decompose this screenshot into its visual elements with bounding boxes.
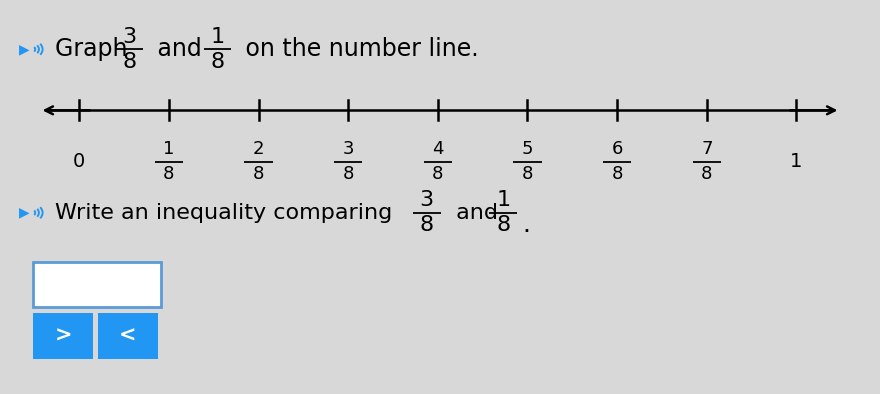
Text: on the number line.: on the number line. <box>238 37 479 61</box>
Text: 1: 1 <box>790 152 803 171</box>
Text: 8: 8 <box>210 52 224 72</box>
Text: 3: 3 <box>420 190 434 210</box>
Text: 4: 4 <box>432 140 444 158</box>
Text: 1: 1 <box>496 190 510 210</box>
Text: and: and <box>150 37 209 61</box>
Text: 8: 8 <box>432 165 444 183</box>
Text: 8: 8 <box>522 165 533 183</box>
Text: 8: 8 <box>701 165 713 183</box>
Text: <: < <box>119 326 136 346</box>
Text: 2: 2 <box>253 140 264 158</box>
Text: 3: 3 <box>122 27 136 46</box>
Text: 8: 8 <box>420 216 434 235</box>
Text: ▶: ▶ <box>19 206 30 220</box>
Text: 1: 1 <box>210 27 224 46</box>
FancyBboxPatch shape <box>33 313 93 359</box>
Text: 7: 7 <box>701 140 713 158</box>
Text: 5: 5 <box>522 140 533 158</box>
Text: 1: 1 <box>163 140 174 158</box>
Text: 8: 8 <box>253 165 264 183</box>
Text: 8: 8 <box>122 52 136 72</box>
Text: >: > <box>55 326 72 346</box>
Text: 8: 8 <box>342 165 354 183</box>
Text: 0: 0 <box>73 152 85 171</box>
Text: and: and <box>449 203 505 223</box>
Text: Graph: Graph <box>55 37 135 61</box>
Text: 8: 8 <box>163 165 174 183</box>
Text: ▶: ▶ <box>19 42 30 56</box>
Text: 3: 3 <box>342 140 354 158</box>
Text: 8: 8 <box>612 165 623 183</box>
FancyBboxPatch shape <box>98 313 158 359</box>
Text: Write an inequality comparing: Write an inequality comparing <box>55 203 399 223</box>
Text: 6: 6 <box>612 140 623 158</box>
Text: 8: 8 <box>496 216 510 235</box>
FancyBboxPatch shape <box>33 262 161 307</box>
Text: .: . <box>523 213 531 236</box>
